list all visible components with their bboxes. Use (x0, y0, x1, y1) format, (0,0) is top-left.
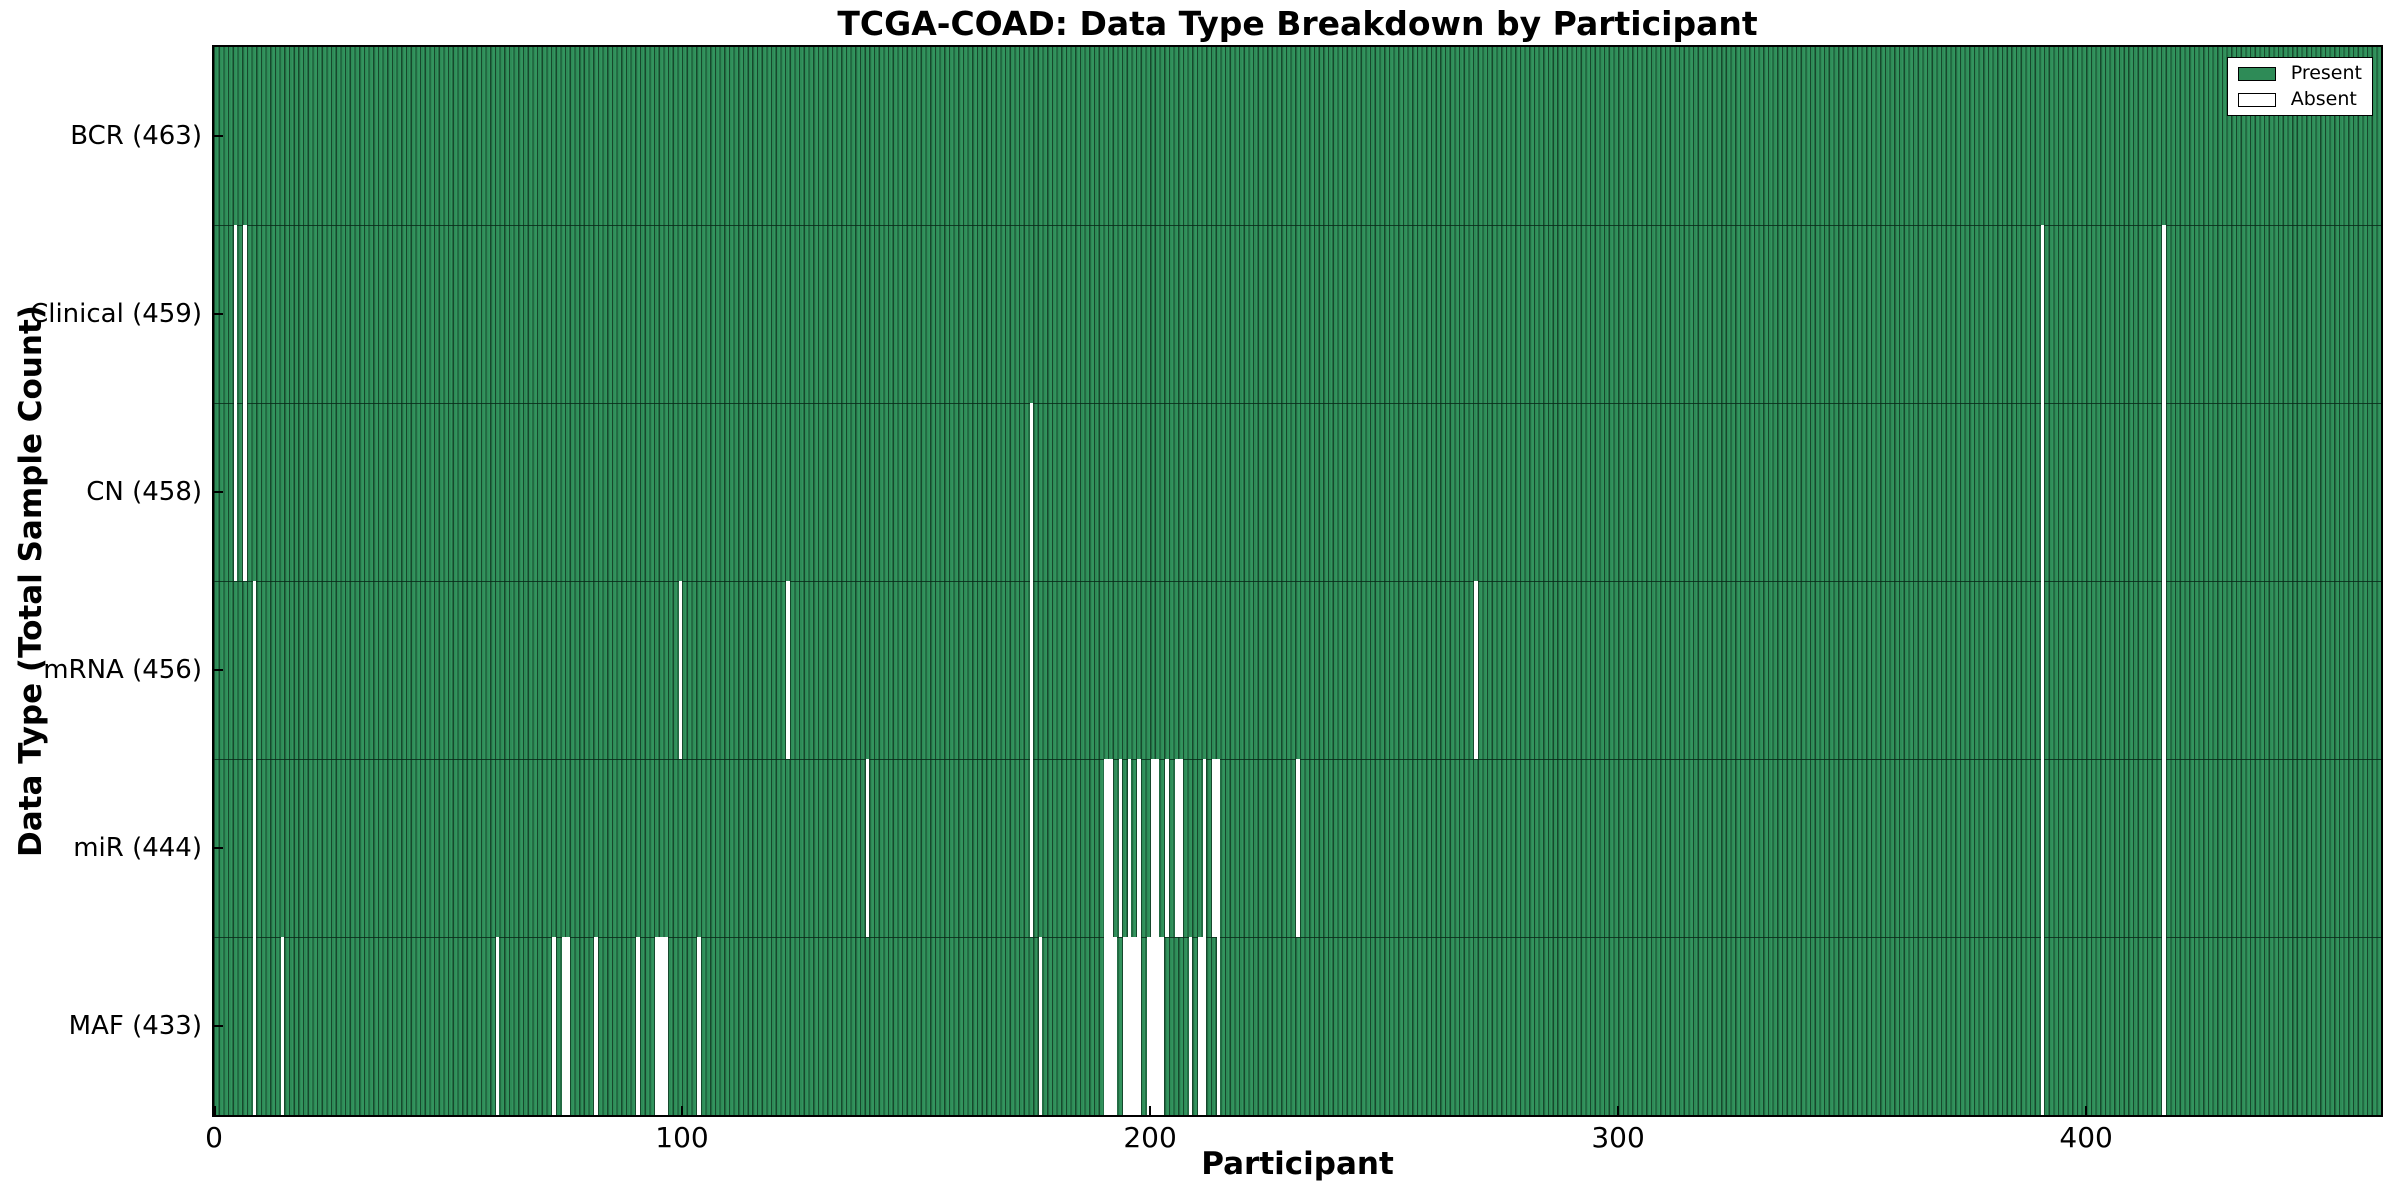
y-tick-label-mRNA: mRNA (456) (43, 655, 202, 685)
absent-gap-miR-197 (1137, 759, 1141, 937)
legend-swatch-present (2237, 66, 2276, 81)
absent-gap-miR-416 (2162, 759, 2166, 937)
legend-label: Absent (2290, 88, 2357, 110)
data-row-CN (214, 403, 2381, 581)
absent-gap-CN-4 (233, 403, 238, 581)
data-row-MAF (214, 937, 2381, 1115)
legend-item-present: Present (2237, 62, 2362, 84)
y-tick-label-miR: miR (444) (73, 833, 202, 863)
absent-gap-MAF-94 (655, 937, 668, 1115)
absent-gap-mRNA-122 (786, 581, 790, 759)
absent-gap-miR-195 (1127, 759, 1132, 937)
y-tick-Clinical (214, 313, 223, 315)
absent-gap-CN-174 (1029, 403, 1034, 581)
plot-area: Present Absent (212, 45, 2383, 1117)
x-tick-100 (681, 1106, 684, 1115)
absent-gap-miR-213 (1212, 759, 1221, 937)
data-row-Clinical (214, 225, 2381, 403)
y-tick-label-CN: CN (458) (86, 477, 202, 507)
row-divider (214, 581, 2381, 582)
absent-gap-Clinical-4 (233, 225, 238, 403)
absent-gap-mRNA-174 (1029, 581, 1034, 759)
x-tick-label-0: 0 (205, 1121, 223, 1154)
row-divider (214, 403, 2381, 404)
row-divider (214, 937, 2381, 938)
x-tick-400 (2085, 1106, 2088, 1115)
absent-gap-mRNA-99 (678, 581, 683, 759)
absent-gap-MAF-60 (496, 937, 500, 1115)
absent-gap-mRNA-390 (2040, 581, 2044, 759)
legend: Present Absent (2226, 57, 2373, 116)
chart-title: TCGA-COAD: Data Type Breakdown by Partic… (837, 4, 1758, 43)
absent-gap-MAF-72 (552, 937, 556, 1115)
absent-gap-MAF-103 (697, 937, 701, 1115)
absent-gap-MAF-14 (280, 937, 285, 1115)
absent-gap-miR-231 (1296, 759, 1300, 937)
absent-gap-miR-190 (1104, 759, 1113, 937)
absent-gap-MAF-390 (2040, 937, 2044, 1115)
absent-gap-MAF-210 (1198, 937, 1207, 1115)
absent-gap-CN-416 (2162, 403, 2166, 581)
absent-gap-miR-8 (252, 759, 257, 937)
data-row-BCR (214, 47, 2381, 225)
absent-gap-MAF-190 (1104, 937, 1118, 1115)
absent-gap-MAF-8 (252, 937, 257, 1115)
y-tick-MAF (214, 1025, 223, 1027)
x-tick-0 (214, 1106, 216, 1115)
absent-gap-MAF-199 (1146, 937, 1165, 1115)
absent-gap-MAF-74 (561, 937, 570, 1115)
absent-gap-mRNA-416 (2162, 581, 2166, 759)
absent-gap-Clinical-390 (2040, 225, 2044, 403)
x-tick-label-200: 200 (1123, 1121, 1177, 1154)
y-tick-CN (214, 491, 223, 493)
absent-gap-MAF-416 (2162, 937, 2166, 1115)
absent-gap-miR-390 (2040, 759, 2044, 937)
y-tick-label-Clinical: Clinical (459) (30, 299, 202, 329)
absent-gap-miR-203 (1165, 759, 1169, 937)
y-axis-label: Data Type (Total Sample Count) (13, 305, 49, 857)
legend-item-absent: Absent (2237, 88, 2362, 110)
y-tick-mRNA (214, 669, 223, 671)
absent-gap-miR-193 (1118, 759, 1122, 937)
absent-gap-MAF-208 (1188, 937, 1193, 1115)
absent-gap-miR-200 (1151, 759, 1160, 937)
absent-gap-MAF-214 (1216, 937, 1221, 1115)
absent-gap-miR-174 (1029, 759, 1034, 937)
absent-gap-CN-390 (2040, 403, 2044, 581)
y-tick-BCR (214, 135, 223, 137)
x-tick-200 (1149, 1106, 1152, 1115)
legend-swatch-absent (2237, 92, 2276, 107)
legend-label: Present (2290, 62, 2362, 84)
x-tick-label-400: 400 (2059, 1121, 2113, 1154)
absent-gap-MAF-90 (636, 937, 640, 1115)
y-tick-label-BCR: BCR (463) (70, 121, 202, 151)
absent-gap-miR-139 (865, 759, 870, 937)
y-tick-miR (214, 847, 223, 849)
absent-gap-MAF-176 (1038, 937, 1043, 1115)
absent-gap-miR-211 (1202, 759, 1207, 937)
absent-gap-MAF-81 (594, 937, 598, 1115)
data-row-mRNA (214, 581, 2381, 759)
x-tick-label-300: 300 (1591, 1121, 1645, 1154)
y-tick-label-MAF: MAF (433) (68, 1011, 202, 1041)
absent-gap-mRNA-269 (1474, 581, 1478, 759)
absent-gap-Clinical-416 (2162, 225, 2166, 403)
absent-gap-Clinical-6 (243, 225, 247, 403)
absent-gap-miR-205 (1174, 759, 1183, 937)
x-axis-label: Participant (1201, 1146, 1394, 1182)
absent-gap-MAF-194 (1123, 937, 1141, 1115)
row-divider (214, 225, 2381, 226)
x-tick-label-100: 100 (655, 1121, 709, 1154)
absent-gap-mRNA-8 (252, 581, 257, 759)
absent-gap-CN-6 (243, 403, 247, 581)
x-tick-300 (1617, 1106, 1620, 1115)
